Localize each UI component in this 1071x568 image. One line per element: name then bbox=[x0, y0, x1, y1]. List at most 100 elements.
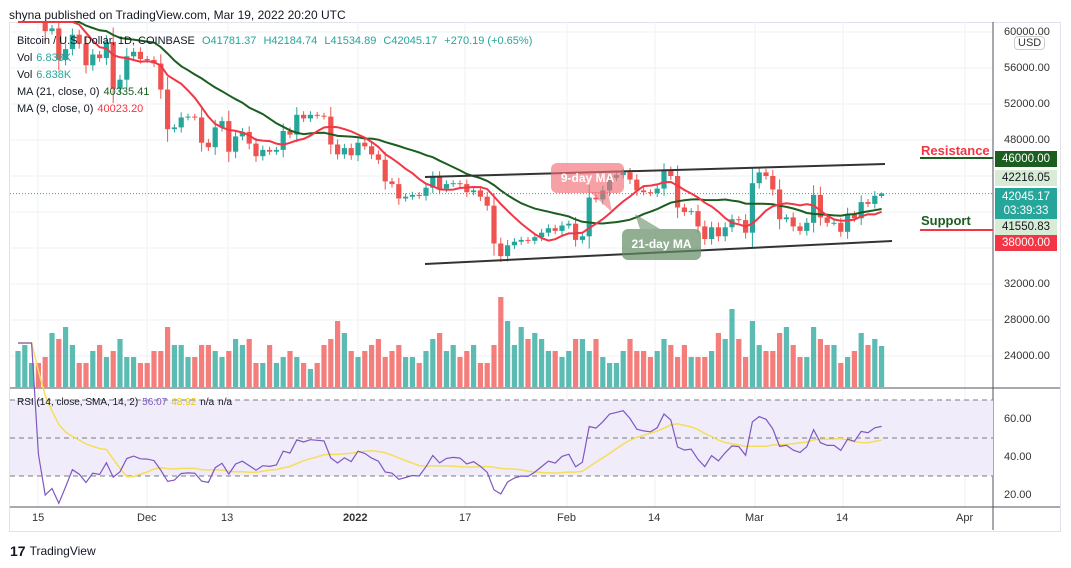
volume-bar bbox=[219, 357, 225, 387]
candle-body bbox=[437, 176, 443, 189]
ma21-callout-pointer bbox=[635, 214, 660, 229]
candle-body bbox=[158, 63, 164, 90]
candle-body bbox=[484, 196, 490, 206]
time-tick: 2022 bbox=[343, 512, 368, 524]
volume-bar bbox=[443, 351, 449, 387]
candle-body bbox=[539, 232, 545, 238]
legend-vol1[interactable]: Vol 6.838K bbox=[17, 52, 75, 64]
ma21-callout[interactable]: 21-day MA bbox=[622, 229, 701, 260]
volume-bar bbox=[22, 345, 28, 387]
currency-button[interactable]: USD bbox=[1014, 36, 1046, 50]
candle-body bbox=[335, 144, 341, 155]
candle-body bbox=[205, 142, 211, 148]
candle-body bbox=[321, 115, 327, 117]
legend-ma9[interactable]: MA (9, close, 0) 40023.20 bbox=[17, 103, 147, 115]
volume-bar bbox=[749, 321, 755, 387]
volume-bar bbox=[382, 357, 388, 387]
candle-body bbox=[736, 219, 742, 221]
open-value: O41781.37 bbox=[201, 35, 257, 47]
candle-body bbox=[137, 51, 143, 59]
candle-body bbox=[328, 116, 334, 145]
legend-rsi[interactable]: RSI (14, close, SMA, 14, 2) 56.07 48.92 n/a… bbox=[17, 397, 236, 408]
volume-bar bbox=[49, 333, 55, 387]
high-value: H42184.74 bbox=[263, 35, 318, 47]
volume-bar bbox=[647, 357, 653, 387]
price-tick: 52000.00 bbox=[1004, 98, 1050, 110]
candle-body bbox=[253, 143, 259, 157]
volume-bar bbox=[403, 357, 409, 387]
candle-body bbox=[314, 114, 320, 116]
volume-bar bbox=[144, 363, 150, 387]
rsi-label: RSI (14, close, SMA, 14, 2) bbox=[17, 397, 139, 408]
candle-body bbox=[824, 217, 830, 223]
time-tick: 13 bbox=[221, 512, 234, 524]
tradingview-logo[interactable]: 17 TradingView bbox=[10, 543, 96, 559]
volume-bar bbox=[491, 345, 497, 387]
volume-bar bbox=[294, 357, 300, 387]
price-tick: 24000.00 bbox=[1004, 350, 1050, 362]
volume-bar bbox=[416, 363, 422, 387]
volume-bar bbox=[90, 351, 96, 387]
volume-bar bbox=[525, 339, 531, 387]
volume-bar bbox=[15, 351, 21, 387]
candle-body bbox=[430, 176, 436, 188]
candle-body bbox=[110, 41, 116, 89]
tv-logo-icon: 17 bbox=[10, 543, 26, 559]
candle-body bbox=[49, 28, 55, 32]
close-value: C42045.17 bbox=[383, 35, 438, 47]
candle-body bbox=[770, 176, 776, 190]
volume-bar bbox=[389, 351, 395, 387]
time-tick: 17 bbox=[459, 512, 472, 524]
volume-bar bbox=[709, 351, 715, 387]
volume-bar bbox=[137, 363, 143, 387]
candle-body bbox=[63, 49, 69, 60]
candle-body bbox=[851, 214, 857, 219]
volume-bar bbox=[641, 351, 647, 387]
volume-bar bbox=[42, 357, 48, 387]
low-value: L41534.89 bbox=[324, 35, 377, 47]
candle-body bbox=[409, 194, 415, 197]
change-value: +270.19 (+0.65%) bbox=[444, 35, 533, 47]
volume-bar bbox=[437, 333, 443, 387]
volume-bar bbox=[613, 363, 619, 387]
symbol-label[interactable]: Bitcoin / U.S. Dollar, 1D, COINBASE bbox=[17, 35, 195, 47]
candle-body bbox=[573, 223, 579, 240]
channel-upper-line bbox=[424, 163, 886, 178]
candle-body bbox=[457, 183, 463, 185]
rsi-tick: 60.00 bbox=[1004, 413, 1032, 425]
candle-body bbox=[260, 149, 266, 157]
candle-body bbox=[165, 89, 171, 130]
volume-bar bbox=[178, 345, 184, 387]
volume-bar bbox=[824, 345, 830, 387]
candle-body bbox=[797, 226, 803, 231]
time-tick: 15 bbox=[32, 512, 45, 524]
candle-body bbox=[178, 117, 184, 128]
candle-body bbox=[362, 142, 368, 147]
volume-bar bbox=[185, 357, 191, 387]
volume-bar bbox=[756, 345, 762, 387]
volume-bar bbox=[253, 363, 259, 387]
volume-bar bbox=[743, 357, 749, 387]
volume-bar bbox=[675, 357, 681, 387]
candle-body bbox=[477, 190, 483, 197]
volume-bar bbox=[29, 363, 35, 387]
candle-body bbox=[579, 236, 585, 240]
rsi-value: 56.07 bbox=[142, 397, 168, 408]
legend-ma21[interactable]: MA (21, close, 0) 40335.41 bbox=[17, 86, 153, 98]
volume-bar bbox=[688, 357, 694, 387]
brand-name: TradingView bbox=[29, 544, 96, 558]
volume-bar bbox=[845, 357, 851, 387]
ma9-label: MA (9, close, 0) bbox=[17, 103, 94, 115]
legend-vol2[interactable]: Vol 6.838K bbox=[17, 69, 75, 81]
ma9-callout[interactable]: 9-day MA bbox=[551, 163, 624, 193]
volume-bar bbox=[369, 345, 375, 387]
volume-bar bbox=[797, 357, 803, 387]
candle-body bbox=[872, 195, 878, 204]
volume-bar bbox=[607, 363, 613, 387]
volume-bar bbox=[498, 297, 504, 387]
volume-bar bbox=[865, 345, 871, 387]
volume-bar bbox=[634, 351, 640, 387]
candle-body bbox=[171, 127, 177, 130]
candle-body bbox=[661, 170, 667, 189]
